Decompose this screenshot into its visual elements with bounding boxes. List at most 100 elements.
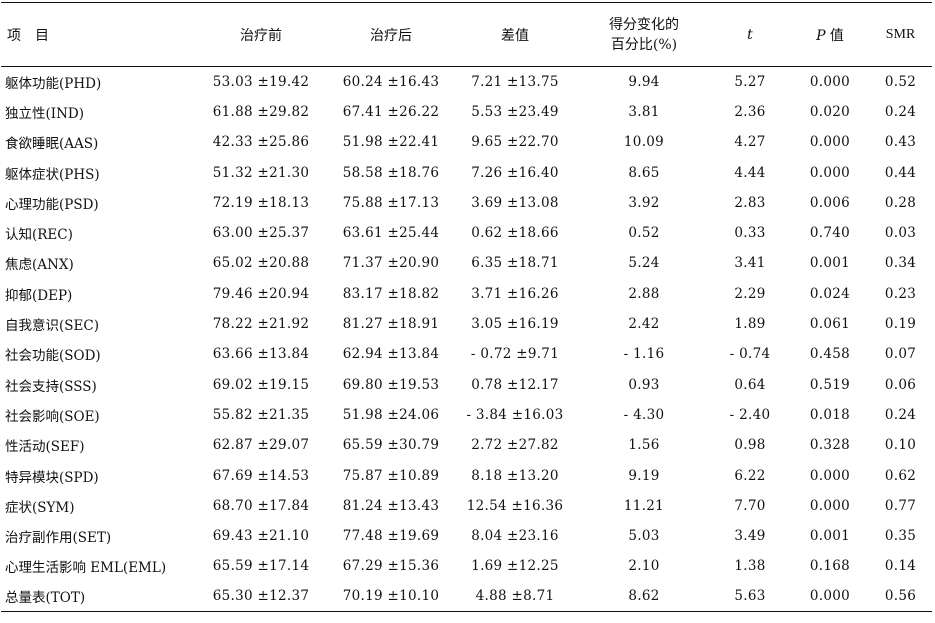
cell-p: 0.000 (791, 581, 869, 613)
cell-smr: 0.28 (884, 194, 917, 211)
table-row: 总量表(TOT) 65.30 ±12.37 70.19 ±10.10 4.88 ±8.… (1, 581, 932, 613)
cell-after: 63.61 ±25.44 (342, 225, 440, 242)
cell-before: 53.03 ±19.42 (212, 73, 310, 90)
cell-diff: 9.65 ±22.70 (471, 134, 559, 151)
cell-before: 65.59 ±17.14 (212, 558, 310, 575)
cell-before: 51.32 ±21.30 (212, 164, 310, 181)
cell-diff: 7.21 ±13.75 (471, 73, 559, 90)
cell-t: 5.27 (734, 73, 766, 90)
cell-before: 55.82 ±21.35 (212, 406, 310, 423)
cell-t: 7.70 (734, 497, 766, 514)
cell-pct: 10.09 (623, 134, 665, 151)
cell-smr: 0.23 (884, 285, 917, 302)
cell-diff: 8.18 ±13.20 (471, 467, 559, 484)
cell-after: 65.59 ±30.79 (342, 437, 440, 454)
results-table-container: 项 目 治疗前 治疗后 差值 得分变化的 百分比(%) t P 值 SMR 躯体… (1, 2, 932, 613)
header-pct-line1: 得分变化的 (609, 16, 679, 33)
cell-before: 61.88 ±29.82 (212, 103, 310, 120)
cell-diff: - 3.84 ±16.03 (466, 406, 564, 423)
cell-before: 67.69 ±14.53 (212, 467, 310, 484)
cell-before: 65.30 ±12.37 (191, 581, 331, 613)
cell-after: 83.17 ±18.82 (342, 285, 440, 302)
cell-after: 75.87 ±10.89 (342, 467, 440, 484)
cell-after: 70.19 ±10.10 (331, 581, 451, 613)
cell-p: 0.328 (809, 437, 851, 454)
cell-item: 治疗副作用(SET) (5, 530, 112, 547)
cell-t: 5.63 (709, 581, 791, 613)
cell-before: 69.02 ±19.15 (212, 376, 310, 393)
cell-smr: 0.03 (884, 225, 917, 242)
header-p: P 值 (791, 2, 869, 67)
header-diff: 差值 (451, 2, 579, 67)
header-item: 项 目 (1, 2, 191, 67)
cell-t: 6.22 (734, 467, 766, 484)
table-row: 食欲睡眠(AAS) 42.33 ±25.86 51.98 ±22.41 9.65 ±2… (1, 127, 932, 157)
cell-diff: 6.35 ±18.71 (471, 255, 559, 272)
cell-t: 0.64 (734, 376, 766, 393)
cell-p: 0.000 (809, 467, 851, 484)
cell-before: 65.02 ±20.88 (212, 255, 310, 272)
table-row: 心理生活影响 EML(EML) 65.59 ±17.14 67.29 ±15.36 1… (1, 551, 932, 581)
cell-item: 特异模块(SPD) (5, 469, 99, 486)
header-row: 项 目 治疗前 治疗后 差值 得分变化的 百分比(%) t P 值 SMR (1, 2, 932, 67)
cell-diff: 3.05 ±16.19 (471, 316, 559, 333)
cell-pct: 3.92 (628, 194, 660, 211)
cell-smr: 0.07 (884, 346, 917, 363)
cell-before: 68.70 ±17.84 (212, 497, 310, 514)
table-row: 特异模块(SPD) 67.69 ±14.53 75.87 ±10.89 8.18 ±1… (1, 460, 932, 490)
cell-p: 0.061 (809, 316, 851, 333)
cell-item: 躯体症状(PHS) (5, 166, 100, 183)
cell-p: 0.000 (809, 164, 851, 181)
cell-p: 0.001 (809, 255, 851, 272)
cell-item: 社会支持(SSS) (5, 378, 97, 395)
cell-p: 0.020 (809, 103, 851, 120)
cell-pct: 1.56 (628, 437, 660, 454)
table-row: 独立性(IND) 61.88 ±29.82 67.41 ±26.22 5.53 ±23… (1, 97, 932, 127)
cell-t: 4.27 (734, 134, 766, 151)
cell-t: 4.44 (734, 164, 766, 181)
cell-pct: 0.52 (628, 225, 660, 242)
table-row: 心理功能(PSD) 72.19 ±18.13 75.88 ±17.13 3.69 ±1… (1, 188, 932, 218)
cell-pct: 8.65 (628, 164, 660, 181)
cell-t: 0.33 (734, 225, 766, 242)
cell-p: 0.519 (809, 376, 851, 393)
table-row: 躯体症状(PHS) 51.32 ±21.30 58.58 ±18.76 7.26 ±1… (1, 157, 932, 187)
cell-pct: - 4.30 (623, 406, 665, 423)
cell-smr: 0.34 (884, 255, 917, 272)
cell-diff: 12.54 ±16.36 (466, 497, 564, 514)
cell-diff: 7.26 ±16.40 (471, 164, 559, 181)
cell-after: 58.58 ±18.76 (342, 164, 440, 181)
cell-before: 63.00 ±25.37 (212, 225, 310, 242)
cell-smr: 0.10 (884, 437, 917, 454)
cell-t: 2.29 (734, 285, 766, 302)
cell-after: 71.37 ±20.90 (342, 255, 440, 272)
table-row: 性活动(SEF) 62.87 ±29.07 65.59 ±30.79 2.72 ±27… (1, 430, 932, 460)
cell-diff: 0.62 ±18.66 (471, 225, 559, 242)
cell-p: 0.018 (809, 406, 851, 423)
cell-p: 0.001 (809, 528, 851, 545)
cell-p: 0.000 (809, 73, 851, 90)
cell-pct: 9.19 (628, 467, 660, 484)
cell-t: 2.83 (734, 194, 766, 211)
cell-smr: 0.06 (884, 376, 917, 393)
cell-item: 自我意识(SEC) (5, 318, 99, 335)
cell-pct: 9.94 (628, 73, 660, 90)
results-table: 项 目 治疗前 治疗后 差值 得分变化的 百分比(%) t P 值 SMR 躯体… (1, 2, 932, 613)
cell-pct: 11.21 (623, 497, 665, 514)
cell-smr: 0.56 (869, 581, 932, 613)
cell-before: 69.43 ±21.10 (212, 528, 310, 545)
table-row: 社会支持(SSS) 69.02 ±19.15 69.80 ±19.53 0.78 ±1… (1, 369, 932, 399)
cell-item: 躯体功能(PHD) (5, 75, 102, 92)
cell-after: 77.48 ±19.69 (342, 528, 440, 545)
cell-p: 0.168 (809, 558, 851, 575)
cell-t: 1.38 (734, 558, 766, 575)
cell-smr: 0.14 (884, 558, 917, 575)
cell-diff: 0.78 ±12.17 (471, 376, 559, 393)
cell-diff: 8.04 ±23.16 (471, 528, 559, 545)
cell-after: 81.27 ±18.91 (342, 316, 440, 333)
cell-pct: 2.10 (628, 558, 660, 575)
cell-p: 0.000 (809, 134, 851, 151)
cell-item: 性活动(SEF) (5, 439, 85, 456)
cell-smr: 0.43 (884, 134, 917, 151)
cell-item: 焦虑(ANX) (5, 257, 74, 274)
